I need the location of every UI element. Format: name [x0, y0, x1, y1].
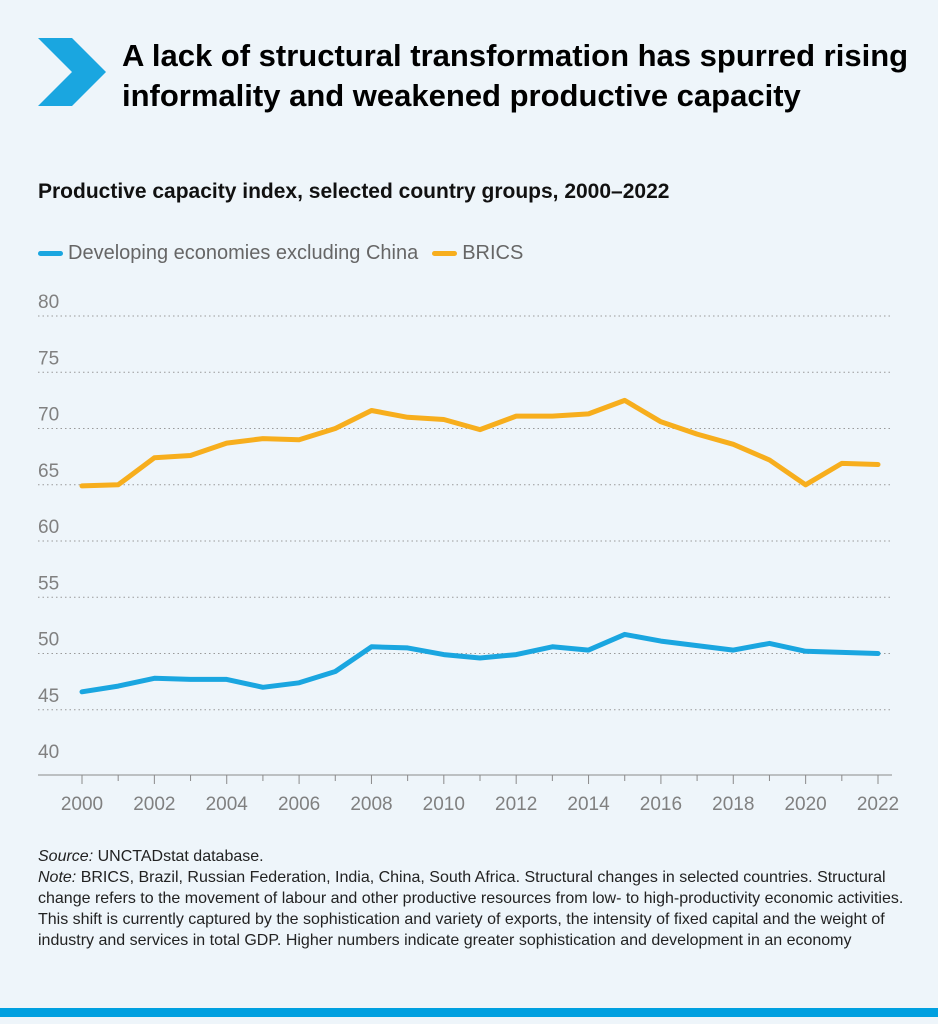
source-line: Source: UNCTADstat database. — [38, 846, 906, 867]
y-tick-label-40: 40 — [38, 742, 59, 763]
y-tick-label-45: 45 — [38, 686, 59, 707]
x-tick-label-2010: 2010 — [423, 794, 465, 815]
series-line-brics — [79, 397, 881, 489]
y-tick-label-70: 70 — [38, 405, 59, 426]
chart-title: Productive capacity index, selected coun… — [38, 180, 670, 203]
legend-item-developing: Developing economies excluding China — [38, 242, 418, 265]
y-tick-label-65: 65 — [38, 461, 59, 482]
note-label: Note: — [38, 869, 77, 886]
x-tick-label-2002: 2002 — [133, 794, 175, 815]
y-tick-label-75: 75 — [38, 348, 59, 369]
source-text: UNCTADstat database. — [93, 848, 264, 865]
x-tick-label-2008: 2008 — [350, 794, 392, 815]
legend-label-brics: BRICS — [462, 242, 524, 264]
line-chart: 40 45 50 55 60 65 70 75 80 2000 2002 2004 2006 2008 20… — [38, 292, 899, 815]
headline: A lack of structural transformation has … — [122, 38, 909, 113]
x-tick-label-2004: 2004 — [206, 794, 249, 815]
note-line: Note: BRICS, Brazil, Russian Federation,… — [38, 867, 906, 951]
y-tick-label-60: 60 — [38, 517, 59, 538]
x-tick-label-2006: 2006 — [278, 794, 320, 815]
y-tick-label-55: 55 — [38, 573, 59, 594]
chart-footer: Source: UNCTADstat database. Note: BRICS… — [38, 846, 906, 951]
x-tick-label-2016: 2016 — [640, 794, 682, 815]
x-tick-label-2022: 2022 — [857, 794, 899, 815]
source-label: Source: — [38, 848, 94, 865]
x-tick-label-2020: 2020 — [784, 794, 826, 815]
legend-swatch-developing — [38, 251, 63, 256]
legend-item-brics: BRICS — [432, 242, 523, 265]
series-line-developing — [79, 631, 881, 695]
y-tick-label-50: 50 — [38, 630, 59, 651]
x-tick-label-2014: 2014 — [567, 794, 610, 815]
legend-label-developing: Developing economies excluding China — [68, 242, 419, 264]
x-tick-label-2000: 2000 — [61, 794, 103, 815]
legend-swatch-brics — [432, 251, 458, 256]
y-tick-label-80: 80 — [38, 292, 59, 313]
note-text: BRICS, Brazil, Russian Federation, India… — [38, 869, 904, 949]
x-tick-label-2018: 2018 — [712, 794, 754, 815]
bottom-accent-bar — [0, 1008, 938, 1017]
x-tick-label-2012: 2012 — [495, 794, 537, 815]
chevron-right-icon — [38, 38, 106, 106]
chart-legend: Developing economies excluding China BRI… — [38, 242, 537, 265]
